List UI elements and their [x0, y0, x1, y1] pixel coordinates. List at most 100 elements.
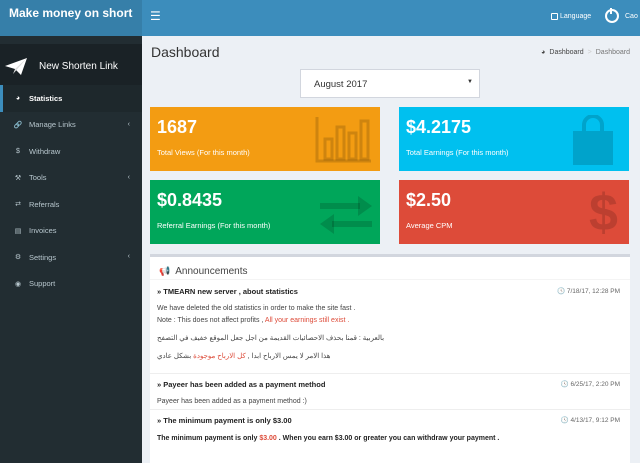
total-earnings-value: $4.2175: [406, 117, 472, 137]
announcement-title: » TMEARN new server , about statistics: [157, 287, 298, 296]
credit-card-icon: ▤: [14, 227, 22, 235]
total-views-label: Total Views (For this month): [157, 148, 250, 157]
sidebar: New Shorten Link ◕ Statistics 🔗 Manage L…: [0, 36, 142, 463]
announcement-text: Payeer has been added as a payment metho…: [157, 398, 307, 405]
navbar: ☰ Language Cao: [142, 0, 640, 36]
paper-plane-icon: [5, 57, 27, 75]
total-earnings-box: $4.2175 Total Earnings (For this month): [399, 107, 629, 171]
globe-icon: ◉: [14, 280, 22, 288]
exchange-icon: ⇄: [15, 201, 21, 209]
breadcrumb-separator: >: [587, 49, 592, 56]
announcement-time-text: 6/25/17, 2:20 PM: [570, 381, 620, 388]
sidebar-item-referrals[interactable]: ⇄ Referrals: [0, 191, 142, 218]
sidebar-item-label: Withdraw: [29, 146, 61, 156]
new-shorten-link-button[interactable]: New Shorten Link: [0, 44, 142, 89]
sidebar-item-label: Statistics: [29, 93, 63, 103]
breadcrumb-home[interactable]: Dashboard: [549, 49, 584, 56]
sidebar-item-statistics[interactable]: ◕ Statistics: [0, 85, 142, 112]
announcement-text-part: بشكل عادي: [157, 353, 192, 360]
top-header: Make money on short ☰ Language Cao: [0, 0, 640, 36]
sidebar-item-label: Settings: [29, 252, 57, 262]
average-cpm-label: Average CPM: [406, 221, 453, 230]
referral-earnings-value: $0.8435: [157, 190, 223, 210]
sidebar-item-label: Referrals: [29, 199, 60, 209]
sidebar-item-tools[interactable]: ⚒ Tools ‹: [0, 165, 142, 192]
dropdown-arrow-icon: ▼: [467, 79, 473, 85]
announcement-arabic-text: هذا الامر لا يمس الارباح ابدا , كل الارب…: [157, 352, 622, 360]
sidebar-item-invoices[interactable]: ▤ Invoices: [0, 218, 142, 245]
announcement-highlight: $3.00: [259, 435, 277, 442]
total-views-box: 1687 Total Views (For this month): [150, 107, 380, 171]
shopping-bag-icon: [573, 115, 613, 165]
announcement-item: » The minimum payment is only $3.00 🕓 4/…: [157, 416, 622, 442]
month-select[interactable]: August 2017 ▼: [300, 69, 480, 98]
user-menu[interactable]: Cao: [605, 8, 638, 23]
dashboard-icon: ◕: [15, 94, 21, 102]
wrench-icon: ⚒: [14, 174, 22, 182]
announcement-title: » Payeer has been added as a payment met…: [157, 380, 326, 389]
referral-earnings-box: $0.8435 Referral Earnings (For this mont…: [150, 180, 380, 244]
sidebar-item-label: Manage Links: [29, 120, 76, 130]
sidebar-item-label: Tools: [29, 173, 47, 183]
bar-chart-icon: [315, 117, 371, 163]
average-cpm-box: $2.50 Average CPM $: [399, 180, 629, 244]
sidebar-item-withdraw[interactable]: $ Withdraw: [0, 138, 142, 165]
power-icon: [605, 8, 619, 23]
announcement-highlight: All your earnings still exist .: [264, 317, 350, 324]
sidebar-item-label: Support: [29, 279, 56, 289]
announcement-text-part: The minimum payment is only: [157, 435, 258, 442]
announcement-text-part: هذا الامر لا يمس الارباح ابدا ,: [247, 353, 331, 360]
sidebar-item-label: Invoices: [29, 226, 57, 236]
page-title: Dashboard: [151, 44, 220, 60]
sidebar-item-manage-links[interactable]: 🔗 Manage Links ‹: [0, 112, 142, 139]
announcement-time: 🕓 6/25/17, 2:20 PM: [560, 381, 620, 388]
announcement-time: 🕓 4/13/17, 9:12 PM: [560, 417, 620, 424]
hamburger-icon[interactable]: ☰: [150, 9, 161, 23]
referral-earnings-label: Referral Earnings (For this month): [157, 221, 271, 230]
announcement-arabic-text: بالعربية : قمنا بحذف الاحصائيات القديمة …: [157, 335, 385, 342]
announcement-highlight: كل الارباح موجودة: [193, 353, 246, 360]
username: Cao: [625, 12, 638, 20]
announcement-text: The minimum payment is only $3.00 . When…: [157, 435, 622, 442]
chevron-left-icon: ‹: [127, 120, 130, 128]
announcement-text-part: . When you earn $3.00 or greater you can…: [278, 435, 500, 442]
breadcrumb: ◕ Dashboard > Dashboard: [541, 49, 630, 56]
announcements-header: 📢 Announcements: [150, 257, 630, 280]
sidebar-item-support[interactable]: ◉ Support: [0, 271, 142, 298]
flag-icon: [551, 13, 558, 20]
chevron-left-icon: ‹: [127, 173, 130, 181]
language-label: Language: [560, 13, 592, 20]
gears-icon: ⚙: [14, 254, 22, 262]
announcement-title: » The minimum payment is only $3.00: [157, 416, 292, 425]
total-views-value: 1687: [157, 117, 198, 137]
dollar-icon: $: [16, 147, 20, 155]
sidebar-menu: ◕ Statistics 🔗 Manage Links ‹ $ Withdraw…: [0, 85, 142, 297]
site-logo[interactable]: Make money on short: [0, 0, 142, 36]
announcement-text: Note : This does not affect profits , Al…: [157, 317, 622, 324]
language-menu[interactable]: Language: [551, 13, 591, 20]
total-earnings-label: Total Earnings (For this month): [406, 148, 509, 157]
link-icon: 🔗: [13, 121, 23, 129]
announcement-item: » Payeer has been added as a payment met…: [157, 380, 622, 405]
home-icon: ◕: [541, 49, 546, 56]
announcement-time-text: 4/13/17, 9:12 PM: [570, 417, 620, 424]
chevron-left-icon: ‹: [127, 253, 130, 260]
announcement-time-text: 7/18/17, 12:28 PM: [566, 288, 620, 295]
announcement-text-part: Note : This does not affect profits ,: [157, 317, 264, 324]
main-content: Dashboard ◕ Dashboard > Dashboard August…: [142, 36, 640, 463]
month-select-value: August 2017: [314, 79, 368, 90]
announcement-time: 🕓 7/18/17, 12:28 PM: [556, 288, 620, 295]
exchange-icon: [320, 196, 372, 234]
new-shorten-link-label: New Shorten Link: [39, 61, 118, 72]
sidebar-item-settings[interactable]: ⚙ Settings ‹: [0, 244, 142, 271]
average-cpm-value: $2.50: [406, 190, 452, 210]
divider: [150, 373, 630, 374]
divider: [150, 409, 630, 410]
dollar-icon: $: [589, 184, 618, 242]
bullhorn-icon: 📢: [159, 265, 171, 276]
announcements-title: Announcements: [175, 265, 248, 277]
announcements-panel: 📢 Announcements » TMEARN new server , ab…: [150, 254, 630, 463]
announcement-text: We have deleted the old statistics in or…: [157, 305, 356, 312]
announcement-item: » TMEARN new server , about statistics 🕓…: [157, 287, 622, 360]
breadcrumb-current: Dashboard: [595, 49, 630, 56]
